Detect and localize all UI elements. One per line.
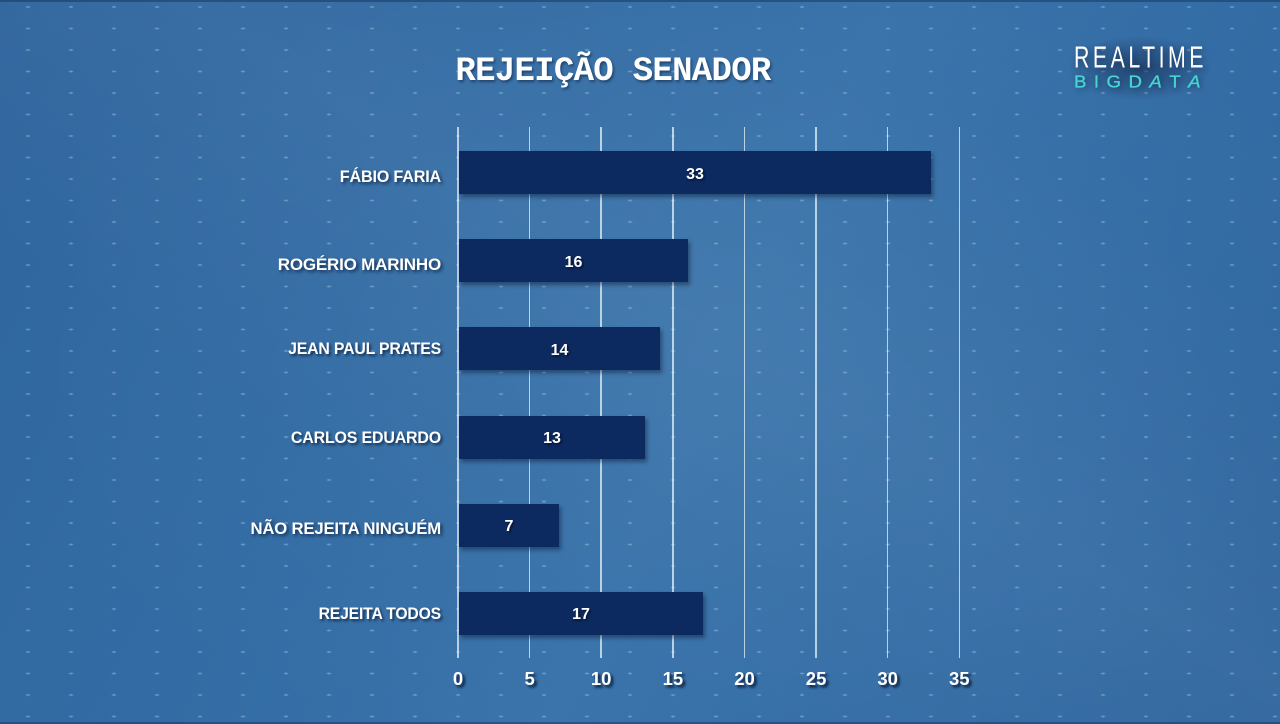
svg-text:REALTIME: REALTIME (1074, 40, 1207, 74)
